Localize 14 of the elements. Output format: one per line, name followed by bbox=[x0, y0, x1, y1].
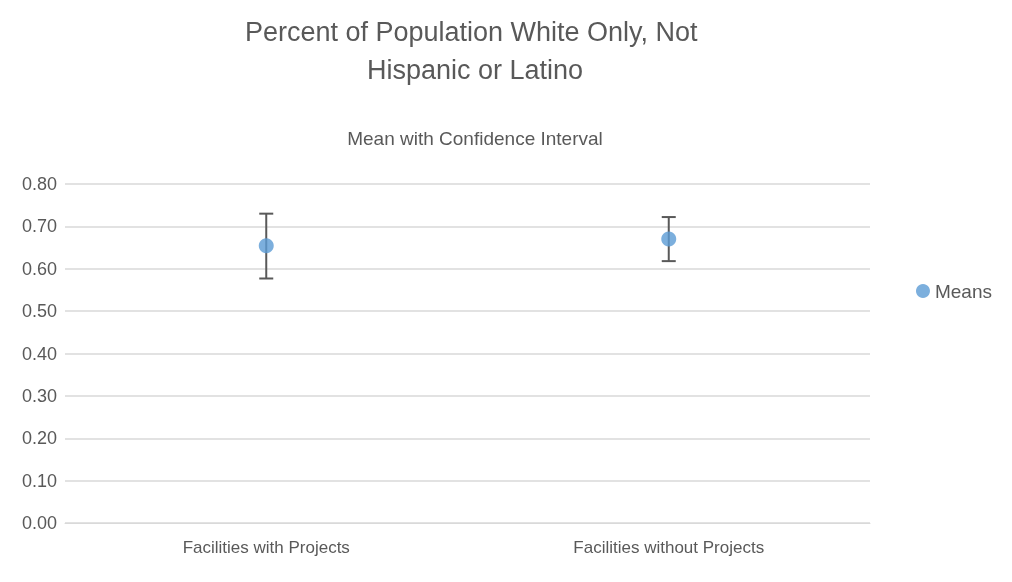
x-tick-label: Facilities with Projects bbox=[182, 538, 350, 557]
y-tick-label: 0.00 bbox=[21, 513, 57, 533]
x-tick-label: Facilities without Projects bbox=[573, 538, 765, 557]
y-tick-label: 0.30 bbox=[21, 385, 57, 406]
legend-label: Means bbox=[934, 280, 992, 302]
y-tick-label: 0.40 bbox=[21, 343, 57, 364]
chart-title: Percent of Population White Only, Not Hispanic or Latino bbox=[244, 17, 706, 85]
y-tick-label: 0.50 bbox=[21, 301, 57, 322]
y-tick-label: 0.20 bbox=[21, 428, 57, 449]
y-tick-label: 0.60 bbox=[21, 258, 57, 279]
chart-subtitle: Mean with Confidence Interval bbox=[347, 128, 603, 149]
y-tick-label: 0.80 bbox=[21, 174, 57, 194]
y-tick-label: 0.10 bbox=[21, 470, 57, 491]
y-tick-label: 0.70 bbox=[21, 216, 57, 237]
